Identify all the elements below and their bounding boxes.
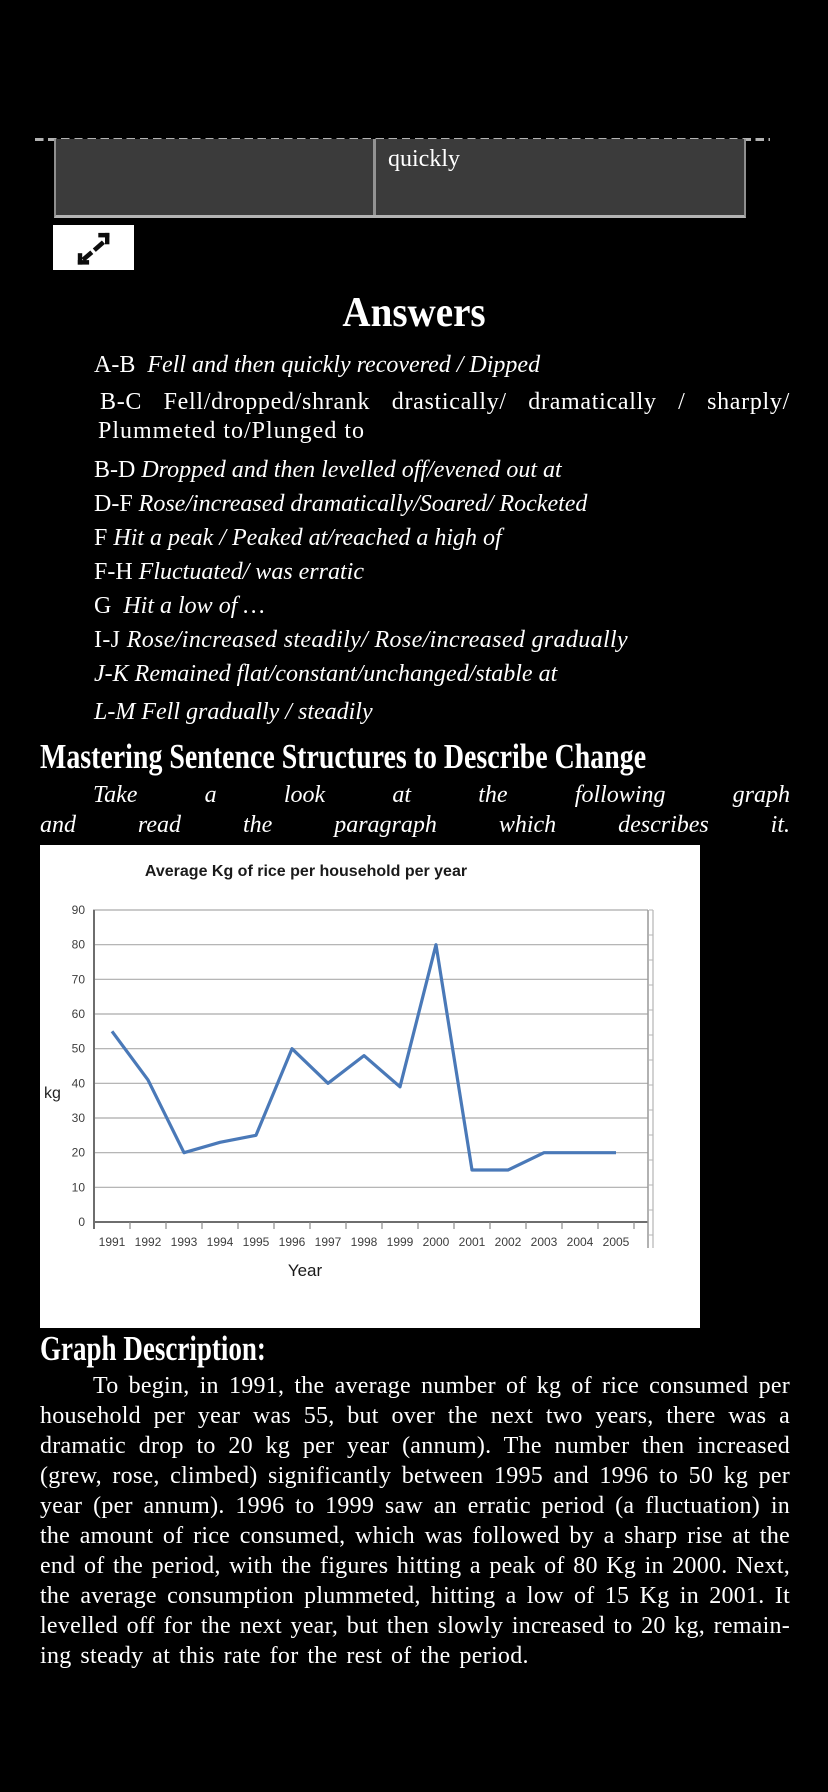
svg-text:80: 80	[72, 938, 86, 952]
svg-text:kg: kg	[44, 1085, 61, 1102]
svg-text:50: 50	[72, 1042, 86, 1056]
svg-text:1995: 1995	[243, 1235, 270, 1249]
svg-text:30: 30	[72, 1111, 86, 1125]
svg-text:Year: Year	[288, 1261, 323, 1280]
svg-text:1998: 1998	[351, 1235, 378, 1249]
svg-text:2001: 2001	[459, 1235, 486, 1249]
svg-text:2000: 2000	[423, 1235, 450, 1249]
svg-text:1997: 1997	[315, 1235, 342, 1249]
svg-text:70: 70	[72, 972, 86, 986]
svg-text:60: 60	[72, 1007, 86, 1021]
svg-text:1991: 1991	[99, 1235, 126, 1249]
svg-text:20: 20	[72, 1146, 86, 1160]
svg-text:90: 90	[72, 903, 86, 917]
svg-text:1999: 1999	[387, 1235, 414, 1249]
svg-text:1992: 1992	[135, 1235, 162, 1249]
svg-text:2004: 2004	[567, 1235, 594, 1249]
svg-text:10: 10	[72, 1180, 86, 1194]
svg-text:40: 40	[72, 1076, 86, 1090]
svg-text:1996: 1996	[279, 1235, 306, 1249]
svg-text:2005: 2005	[603, 1235, 630, 1249]
svg-text:1994: 1994	[207, 1235, 234, 1249]
svg-text:0: 0	[78, 1215, 85, 1229]
svg-text:2003: 2003	[531, 1235, 558, 1249]
svg-text:Average Kg of rice per househo: Average Kg of rice per household per yea…	[145, 863, 467, 880]
svg-text:1993: 1993	[171, 1235, 198, 1249]
svg-text:2002: 2002	[495, 1235, 522, 1249]
